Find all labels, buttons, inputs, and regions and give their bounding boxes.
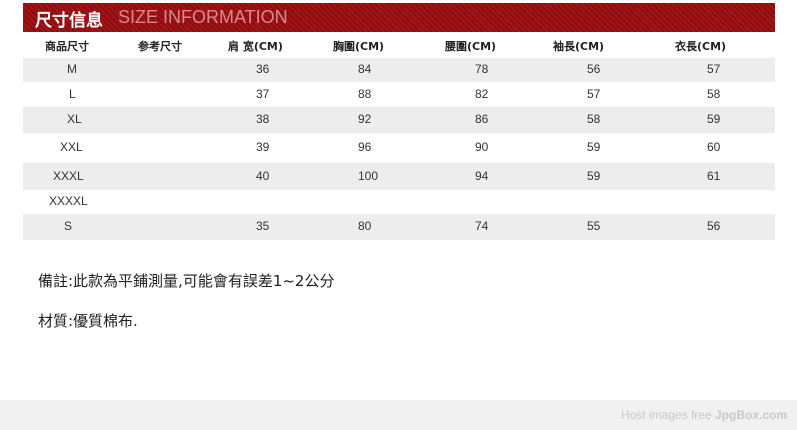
cell-chest: 84 [358,62,372,76]
cell-length: 59 [707,112,721,126]
cell-sleeve: 56 [587,62,601,76]
remark-note: 備註:此款為平鋪測量,可能會有誤差1~2公分 [38,272,335,290]
cell-size: L [69,86,76,101]
table-header: 商品尺寸 参考尺寸 肩 宽(CM) 胸圍(CM) 腰圍(CM) 袖長(CM) 衣… [23,36,775,56]
cell-chest: 80 [358,219,372,233]
cell-chest: 96 [358,140,372,154]
col-size: 商品尺寸 [45,40,89,53]
footer-brand[interactable]: JpgBox.com [714,408,787,422]
cell-waist: 94 [475,168,489,183]
size-info-banner: 尺寸信息 SIZE INFORMATION [23,3,775,32]
material-note: 材質:優質棉布. [38,312,138,330]
cell-length: 58 [707,86,721,101]
table-row: XXL 39 96 90 59 60 [23,133,775,163]
cell-sleeve: 59 [587,168,601,183]
footer-text: Host images free [620,408,715,422]
cell-length: 56 [707,219,721,233]
cell-size: XXXL [53,168,84,183]
cell-waist: 74 [475,219,489,233]
cell-size: XXXXL [49,194,88,208]
cell-shoulder: 37 [256,86,270,101]
cell-sleeve: 58 [587,112,601,126]
cell-size: M [67,62,77,76]
cell-sleeve: 55 [587,219,601,233]
col-shoulder: 肩 宽(CM) [228,40,283,53]
table-row: L 37 88 82 57 58 [23,82,775,107]
table-row: M 36 84 78 56 57 [23,58,775,82]
col-waist: 腰圍(CM) [445,40,497,53]
table-row: S 35 80 74 55 56 [23,214,775,240]
cell-waist: 86 [475,112,489,126]
col-chest: 胸圍(CM) [333,40,385,53]
banner-title-en: SIZE INFORMATION [118,7,288,27]
cell-chest: 92 [358,112,372,126]
col-sleeve: 袖長(CM) [553,40,605,53]
cell-length: 61 [707,168,721,183]
cell-waist: 90 [475,140,489,154]
cell-sleeve: 59 [587,140,601,154]
cell-length: 60 [707,140,721,154]
cell-length: 57 [707,62,721,76]
footer: Host images free JpgBox.com [0,400,797,430]
cell-shoulder: 40 [256,168,270,183]
cell-shoulder: 35 [256,219,270,233]
cell-waist: 78 [475,62,489,76]
table-row: XL 38 92 86 58 59 [23,107,775,133]
cell-chest: 88 [358,86,372,101]
table-row: XXXXL [23,190,775,214]
cell-waist: 82 [475,86,489,101]
table-row: XXXL 40 100 94 59 61 [23,163,775,190]
col-length: 衣長(CM) [675,40,727,53]
cell-shoulder: 38 [256,112,270,126]
cell-sleeve: 57 [587,86,601,101]
cell-size: XL [67,112,82,126]
cell-size: XXL [60,140,83,154]
cell-chest: 100 [358,168,379,183]
cell-size: S [64,219,73,233]
cell-shoulder: 36 [256,62,270,76]
cell-shoulder: 39 [256,140,270,154]
banner-title-cn: 尺寸信息 [35,11,103,30]
col-reference: 参考尺寸 [138,40,182,53]
